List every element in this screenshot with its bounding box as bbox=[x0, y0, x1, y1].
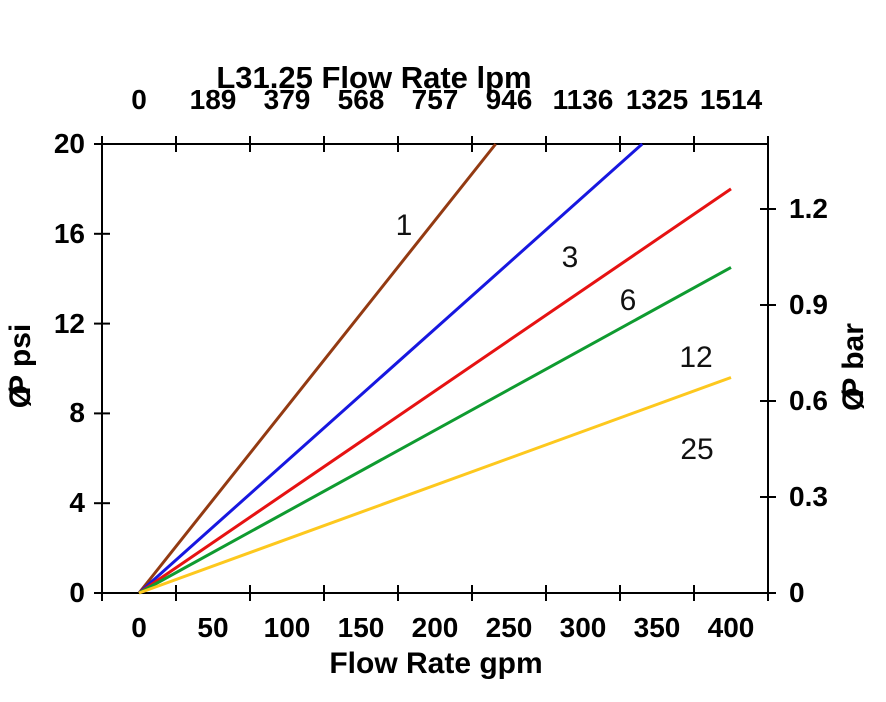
top-tick-label: 946 bbox=[485, 84, 533, 115]
right-tick-label: 0.6 bbox=[789, 385, 828, 416]
top-tick-label: 379 bbox=[263, 84, 311, 115]
curve-label-25: 25 bbox=[680, 433, 714, 466]
top-tick-label: 0 bbox=[131, 84, 147, 115]
top-tick-label: 1514 bbox=[699, 84, 763, 115]
right-tick-label: 0.9 bbox=[789, 289, 828, 320]
plot-frame bbox=[101, 143, 769, 594]
bottom-tick-label: 200 bbox=[411, 612, 459, 643]
left-tick-label: 20 bbox=[53, 128, 85, 159]
bottom-axis-label: Flow Rate gpm bbox=[329, 647, 543, 680]
left-tick-label: 4 bbox=[69, 487, 85, 519]
right-axis-label: ØP bar bbox=[837, 257, 877, 477]
curve-label-6: 6 bbox=[619, 284, 637, 317]
curve-3 bbox=[138, 142, 644, 595]
bottom-tick-label: 350 bbox=[633, 612, 681, 643]
curve-6 bbox=[138, 187, 732, 595]
bottom-tick-label: 100 bbox=[263, 612, 311, 643]
left-axis-label-text: P psi bbox=[4, 323, 37, 395]
left-tick-label: 8 bbox=[69, 397, 85, 429]
curve-label-12: 12 bbox=[679, 341, 713, 374]
top-tick-label: 1325 bbox=[625, 84, 689, 115]
top-tick-label: 757 bbox=[411, 84, 459, 115]
bottom-tick-label: 150 bbox=[337, 612, 385, 643]
bottom-tick-label: 300 bbox=[559, 612, 607, 643]
curve-12 bbox=[138, 266, 732, 595]
curve-label-1: 1 bbox=[395, 209, 413, 242]
curve-1 bbox=[137, 143, 497, 594]
right-tick-label: 1.2 bbox=[789, 193, 828, 224]
chart-title: L31.25 Flow Rate lpm bbox=[216, 60, 532, 95]
right-tick-label: 0 bbox=[789, 577, 805, 608]
top-tick-label: 568 bbox=[337, 84, 385, 115]
bottom-tick-label: 0 bbox=[131, 612, 147, 643]
bottom-tick-label: 50 bbox=[197, 612, 229, 643]
bottom-tick-label: 400 bbox=[707, 612, 755, 643]
right-tick-label: 0.3 bbox=[789, 481, 828, 512]
curve-25 bbox=[138, 376, 732, 595]
top-tick-label: 1136 bbox=[552, 84, 614, 115]
bottom-tick-label: 250 bbox=[485, 612, 533, 643]
left-tick-label: 0 bbox=[69, 577, 85, 608]
curve-label-3: 3 bbox=[561, 241, 579, 274]
left-tick-label: 16 bbox=[53, 217, 85, 249]
right-axis-label-text: P bar bbox=[837, 323, 870, 398]
left-axis-label: ØP psi bbox=[4, 256, 44, 476]
top-tick-label: 189 bbox=[189, 84, 237, 115]
left-tick-label: 12 bbox=[53, 307, 85, 339]
